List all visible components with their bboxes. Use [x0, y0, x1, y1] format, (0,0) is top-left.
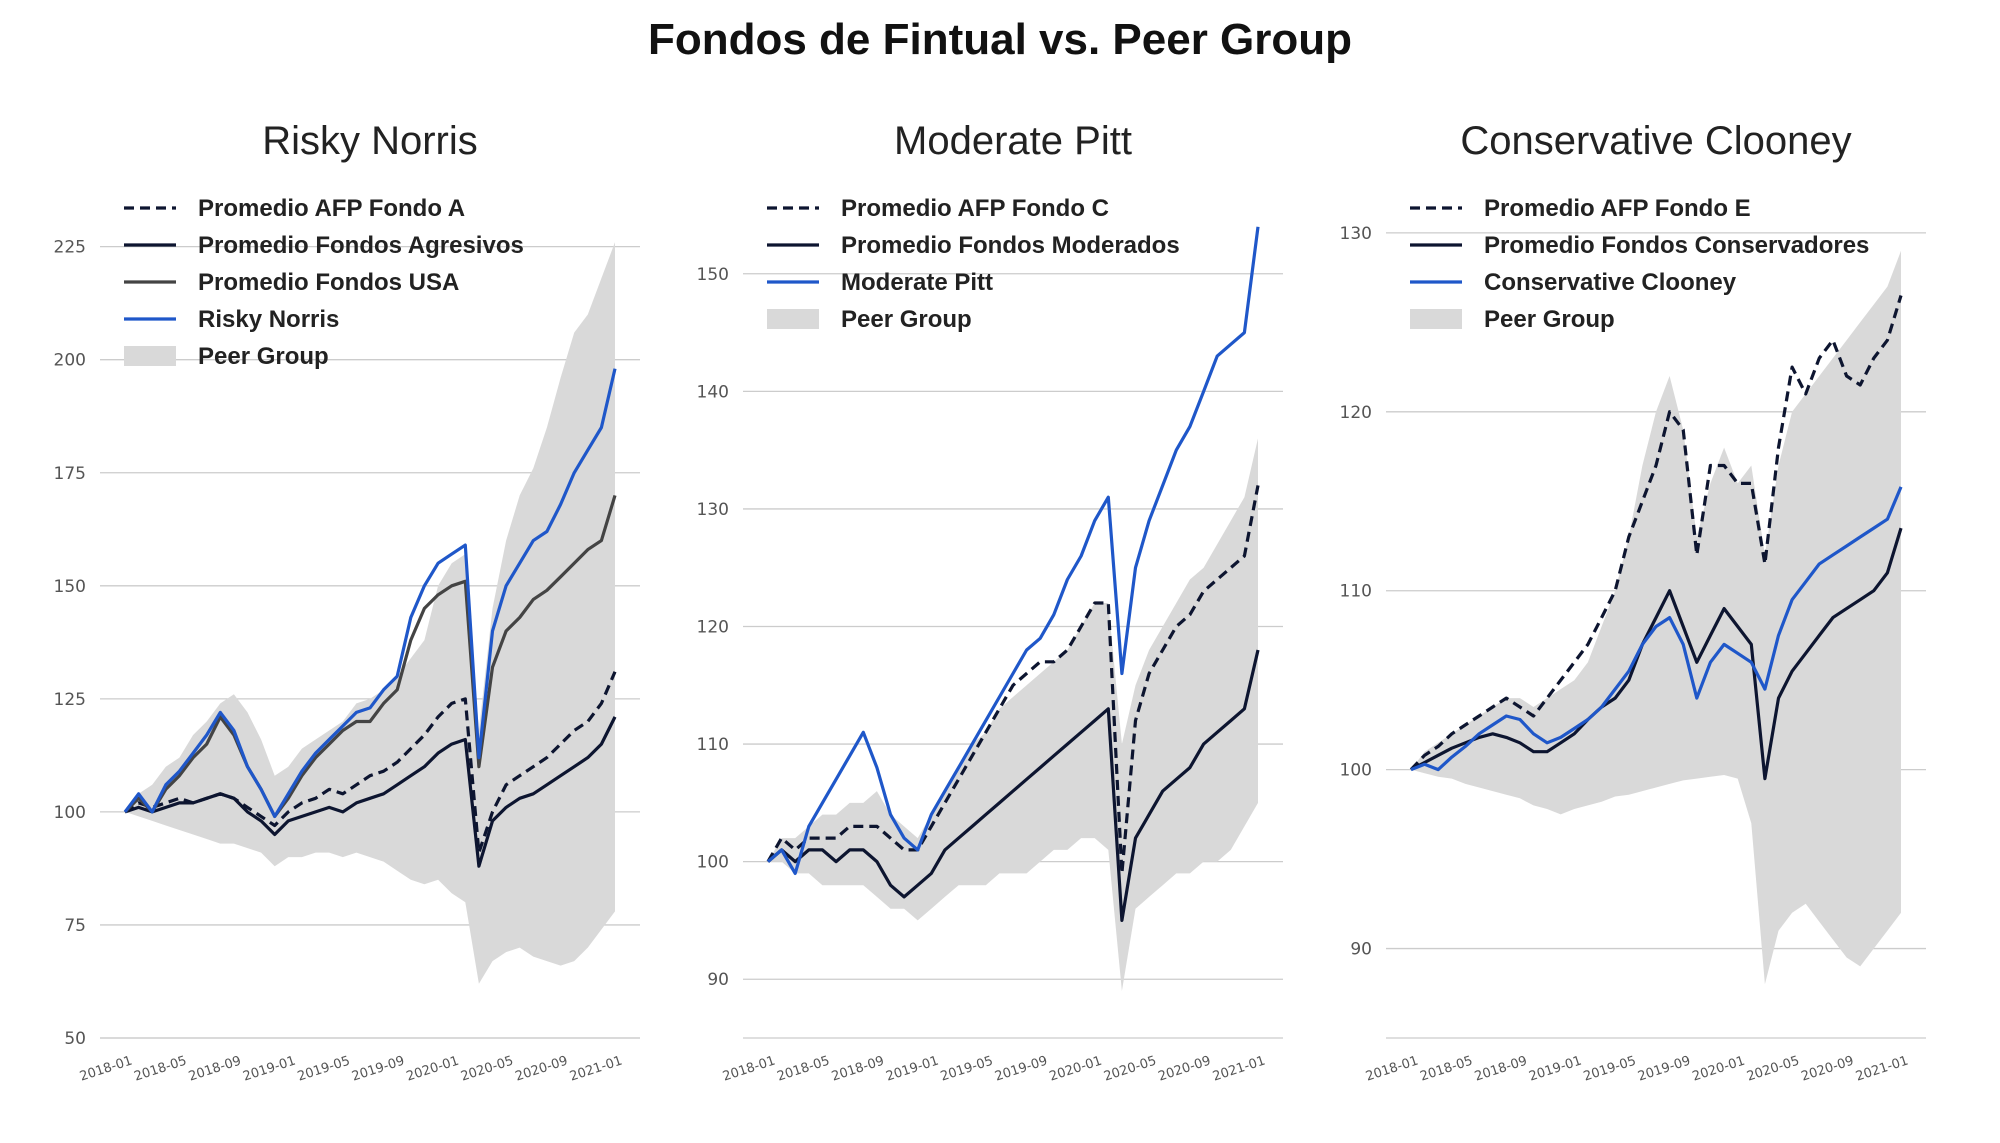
x-tick-label: 2019-09 [1636, 1054, 1692, 1085]
x-tick-label: 2020-09 [1799, 1054, 1855, 1085]
legend-swatch-peer-group [1410, 309, 1462, 329]
legend-label: Promedio AFP Fondo A [198, 195, 465, 222]
y-tick-label: 150 [54, 577, 86, 597]
x-tick-label: 2018-09 [187, 1054, 243, 1085]
y-tick-label: 100 [697, 853, 729, 873]
x-tick-label: 2020-05 [1102, 1054, 1158, 1085]
x-tick-label: 2021-01 [1211, 1054, 1267, 1085]
legend-swatch-peer-group [767, 309, 819, 329]
legend-label: Promedio Fondos Agresivos [198, 232, 524, 259]
panel-title: Moderate Pitt [894, 119, 1132, 163]
x-tick-label: 2018-09 [1473, 1054, 1529, 1085]
legend-label: Promedio Fondos Moderados [841, 232, 1180, 259]
y-tick-label: 90 [707, 970, 729, 990]
x-tick-label: 2020-09 [513, 1054, 569, 1085]
x-tick-label: 2020-01 [1691, 1054, 1747, 1085]
x-tick-label: 2020-05 [459, 1054, 515, 1085]
legend-label: Promedio AFP Fondo E [1484, 195, 1751, 222]
peer-group-band [768, 438, 1258, 991]
y-tick-label: 100 [1340, 761, 1372, 781]
panel-title: Conservative Clooney [1460, 119, 1851, 163]
y-tick-label: 130 [1340, 224, 1372, 244]
x-tick-label: 2021-01 [568, 1054, 624, 1085]
y-tick-label: 175 [54, 464, 86, 484]
x-tick-label: 2019-01 [241, 1054, 297, 1085]
x-tick-label: 2020-01 [1048, 1054, 1104, 1085]
legend-label: Risky Norris [198, 306, 339, 333]
legend-label: Peer Group [198, 343, 329, 370]
x-tick-label: 2018-01 [78, 1054, 134, 1085]
y-tick-label: 100 [54, 803, 86, 823]
figure-title: Fondos de Fintual vs. Peer Group [648, 15, 1352, 64]
x-tick-label: 2018-09 [830, 1054, 886, 1085]
x-tick-label: 2019-05 [1582, 1054, 1638, 1085]
series-line-promedio-afp-fondo-e [1409, 295, 1903, 771]
series-line-promedio-fondos-usa [123, 494, 617, 818]
peer-group-band [125, 242, 615, 984]
x-tick-label: 2020-01 [405, 1054, 461, 1085]
y-tick-label: 130 [697, 500, 729, 520]
x-tick-label: 2019-01 [884, 1054, 940, 1085]
x-tick-label: 2020-05 [1745, 1054, 1801, 1085]
y-tick-label: 200 [54, 351, 86, 371]
x-tick-label: 2019-09 [350, 1054, 406, 1085]
panel-title: Risky Norris [262, 119, 478, 163]
series-line-moderate-pitt [766, 226, 1260, 875]
series-line-promedio-afp-fondo-c [766, 485, 1260, 875]
x-tick-label: 2020-09 [1156, 1054, 1212, 1085]
legend-label: Promedio Fondos USA [198, 269, 459, 296]
y-tick-label: 110 [1340, 582, 1372, 602]
y-tick-label: 120 [697, 618, 729, 638]
legend-label: Moderate Pitt [841, 269, 993, 296]
series-line-promedio-fondos-conservadores [1410, 527, 1903, 781]
x-tick-label: 2018-05 [132, 1054, 188, 1085]
y-tick-label: 140 [697, 382, 729, 402]
legend-label: Conservative Clooney [1484, 269, 1737, 296]
x-tick-label: 2021-01 [1854, 1054, 1910, 1085]
y-tick-label: 75 [64, 916, 86, 936]
series-line-risky-norris [123, 368, 617, 818]
y-tick-label: 120 [1340, 403, 1372, 423]
legend-label: Promedio Fondos Conservadores [1484, 232, 1869, 259]
series-line-promedio-fondos-moderados [766, 649, 1260, 922]
panel-risky-norris: Risky Norris 50 75 100 125 150 175 200 225 2018-0… [54, 119, 640, 1085]
legend-label: Promedio AFP Fondo C [841, 195, 1109, 222]
y-tick-label: 110 [697, 735, 729, 755]
legend-label: Peer Group [1484, 306, 1615, 333]
series-line-promedio-fondos-agresivos [124, 716, 617, 868]
x-tick-label: 2019-09 [993, 1054, 1049, 1085]
series-line-conservative-clooney [1410, 486, 1903, 772]
panel-moderate-pitt: Moderate Pitt 90 100 110 120 130 140 150 2018-01… [697, 119, 1283, 1085]
y-tick-label: 225 [54, 238, 86, 258]
y-tick-label: 90 [1350, 940, 1372, 960]
x-tick-label: 2018-01 [721, 1054, 777, 1085]
panel-conservative-clooney: Conservative Clooney 90 100 110 120 130 2018-0… [1340, 119, 1926, 1085]
x-tick-label: 2018-05 [775, 1054, 831, 1085]
x-tick-label: 2019-05 [939, 1054, 995, 1085]
x-tick-label: 2018-01 [1364, 1054, 1420, 1085]
y-tick-label: 50 [64, 1029, 86, 1049]
y-tick-label: 125 [54, 690, 86, 710]
x-tick-label: 2018-05 [1418, 1054, 1474, 1085]
legend-label: Peer Group [841, 306, 972, 333]
x-tick-label: 2019-01 [1527, 1054, 1583, 1085]
x-tick-label: 2019-05 [296, 1054, 352, 1085]
y-tick-label: 150 [697, 265, 729, 285]
legend-swatch-peer-group [124, 346, 176, 366]
